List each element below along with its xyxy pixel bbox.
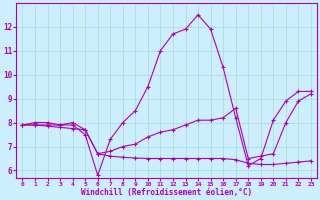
X-axis label: Windchill (Refroidissement éolien,°C): Windchill (Refroidissement éolien,°C) bbox=[81, 188, 252, 197]
